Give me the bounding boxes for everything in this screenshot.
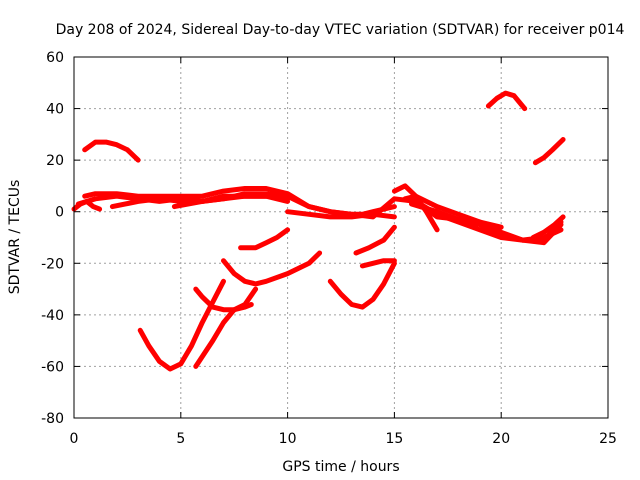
- y-tick-label: 60: [46, 50, 64, 66]
- x-tick-label: 0: [70, 431, 79, 447]
- series-line-15: [359, 258, 397, 269]
- y-tick-label: -20: [41, 256, 64, 272]
- series-line-6: [171, 191, 564, 243]
- y-tick-label: 0: [55, 205, 64, 221]
- axis-ticks: [73, 56, 609, 419]
- series-line-12: [238, 227, 291, 251]
- tick-labels: 0 5 10 15 20 25 -80 -60 -40 -20 0 20 40 60: [41, 50, 617, 447]
- series-line-9: [193, 286, 259, 369]
- x-tick-label: 5: [176, 431, 185, 447]
- series-line-7: [285, 209, 397, 220]
- series-line-21: [532, 137, 566, 166]
- series-line-11: [221, 250, 323, 287]
- series-line-10: [193, 286, 254, 313]
- y-tick-label: -80: [41, 411, 64, 427]
- series-line-13: [327, 260, 397, 310]
- data-series: [71, 90, 566, 372]
- series-line-14: [353, 224, 397, 256]
- x-tick-label: 15: [385, 431, 403, 447]
- chart-title: Day 208 of 2024, Sidereal Day-to-day VTE…: [56, 22, 625, 38]
- y-tick-label: 20: [46, 153, 64, 169]
- x-tick-label: 25: [599, 431, 617, 447]
- y-axis-label: SDTVAR / TECUs: [7, 180, 23, 295]
- series-line-19: [409, 201, 564, 243]
- series-line-20: [485, 90, 528, 112]
- x-axis-label: GPS time / hours: [282, 459, 399, 475]
- y-tick-label: 40: [46, 102, 64, 118]
- x-tick-label: 10: [279, 431, 297, 447]
- y-tick-label: -40: [41, 308, 64, 324]
- x-tick-label: 20: [492, 431, 510, 447]
- series-line-22: [530, 214, 566, 240]
- y-tick-label: -60: [41, 359, 64, 375]
- series-line-2: [82, 139, 141, 163]
- plot-frame: [73, 56, 609, 419]
- series-line-8: [137, 278, 226, 372]
